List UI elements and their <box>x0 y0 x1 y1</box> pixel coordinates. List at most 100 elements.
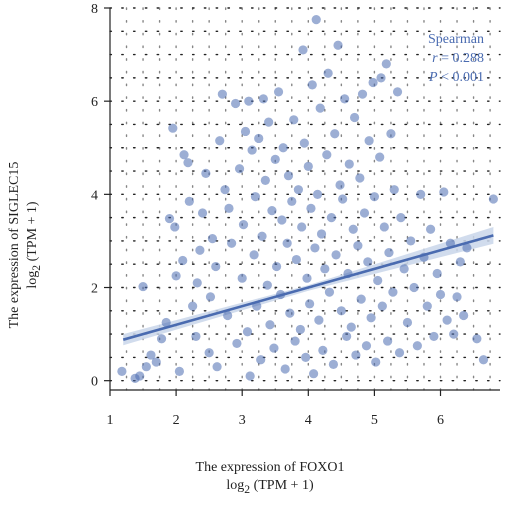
point-layer <box>117 15 498 383</box>
scatter-point <box>442 315 452 325</box>
scatter-point <box>429 331 439 342</box>
scatter-point <box>422 301 432 311</box>
scatter-point <box>394 348 405 358</box>
regression-line <box>122 234 494 341</box>
stats-annotation: Spearman r = 0.288 P < 0.001 <box>428 30 484 87</box>
x-tick-label: 2 <box>173 413 180 428</box>
scatter-point <box>278 143 288 153</box>
x-axis-unit: (TPM + 1) <box>250 478 314 493</box>
scatter-point <box>312 189 323 199</box>
scatter-point <box>174 366 185 376</box>
y-axis-log: log <box>25 270 41 289</box>
scatter-point <box>285 308 295 318</box>
scatter-point <box>308 369 319 379</box>
scatter-point <box>117 366 127 376</box>
scatter-point <box>432 268 442 279</box>
scatter-point <box>388 287 398 297</box>
scatter-point <box>188 301 198 311</box>
scatter-point <box>257 231 267 241</box>
scatter-point <box>336 306 346 316</box>
scatter-point <box>361 341 372 351</box>
scatter-point <box>311 15 321 25</box>
scatter-point <box>156 334 167 344</box>
scatter-point <box>195 245 205 255</box>
scatter-point <box>138 281 148 292</box>
scatter-point <box>269 343 279 353</box>
scatter-point <box>462 243 472 253</box>
scatter-point <box>240 126 251 137</box>
stats-r-label: r <box>432 51 438 66</box>
scatter-point <box>324 287 335 297</box>
scatter-point <box>237 273 247 283</box>
scatter-point <box>310 243 320 253</box>
scatter-point <box>223 310 233 321</box>
scatter-point <box>197 208 208 218</box>
scatter-point <box>342 331 352 342</box>
scatter-point <box>207 233 218 244</box>
axis-layer: 1 2 3 4 5 6 0 2 4 6 8 <box>91 2 500 428</box>
scatter-point <box>314 315 324 325</box>
scatter-point <box>184 196 194 206</box>
scatter-point <box>373 275 383 286</box>
scatter-point <box>205 292 216 302</box>
scatter-point <box>146 350 156 360</box>
scatter-point <box>316 229 327 239</box>
y-axis-title-wrap: The expression of SIGLEC15 log2 (TPM + 1… <box>0 0 52 510</box>
scatter-point <box>364 136 374 146</box>
scatter-point <box>217 89 227 99</box>
y-axis-title-line1: The expression of SIGLEC15 <box>7 161 23 329</box>
x-tick-label: 4 <box>305 413 312 428</box>
scatter-point <box>283 171 294 181</box>
scatter-point <box>151 357 161 367</box>
scatter-point <box>459 310 469 321</box>
scatter-point <box>201 168 211 178</box>
y-tick-label: 8 <box>91 2 98 17</box>
stats-p: P < 0.001 <box>428 68 484 87</box>
scatter-point <box>320 264 330 274</box>
scatter-point <box>178 255 188 266</box>
scatter-point <box>168 123 178 133</box>
stats-p-value: < 0.001 <box>437 70 484 85</box>
x-tick-label: 6 <box>437 413 444 428</box>
scatter-point <box>409 282 419 293</box>
scatter-point <box>183 158 193 168</box>
scatter-point <box>383 336 393 346</box>
x-axis-title: The expression of FOXO1 log2 (TPM + 1) <box>100 459 440 499</box>
scatter-point <box>328 359 339 369</box>
scatter-point <box>425 224 436 234</box>
y-tick-label: 4 <box>91 188 98 203</box>
scatter-point <box>250 192 261 202</box>
scatter-point <box>439 187 449 197</box>
scatter-point <box>344 159 354 169</box>
scatter-point <box>293 185 303 195</box>
scatter-point <box>270 154 280 165</box>
scatter-point <box>478 355 489 365</box>
scatter-point <box>333 40 343 50</box>
scatter-point <box>298 45 308 55</box>
scatter-point <box>161 317 171 328</box>
scatter-point <box>302 273 312 283</box>
stats-method: Spearman <box>428 32 484 47</box>
scatter-point <box>381 59 391 69</box>
scatter-point <box>389 185 399 195</box>
scatter-point <box>323 68 333 78</box>
scatter-point <box>256 355 266 365</box>
scatter-point <box>338 194 348 204</box>
scatter-point <box>330 129 340 139</box>
confidence-band <box>123 226 494 346</box>
scatter-point <box>290 336 300 346</box>
y-tick-label: 0 <box>91 375 98 390</box>
y-tick-label: 2 <box>91 282 98 297</box>
scatter-point <box>307 80 317 90</box>
scatter-point <box>488 194 498 204</box>
scatter-point <box>141 362 151 372</box>
scatter-point <box>164 213 175 224</box>
y-axis-unit: (TPM + 1) <box>25 201 41 265</box>
scatter-point <box>230 98 241 109</box>
scatter-point <box>353 240 363 251</box>
scatter-point <box>369 192 380 202</box>
scatter-point <box>306 203 316 213</box>
scatter-point <box>192 278 202 288</box>
x-axis-title-line2: log2 (TPM + 1) <box>100 477 440 499</box>
